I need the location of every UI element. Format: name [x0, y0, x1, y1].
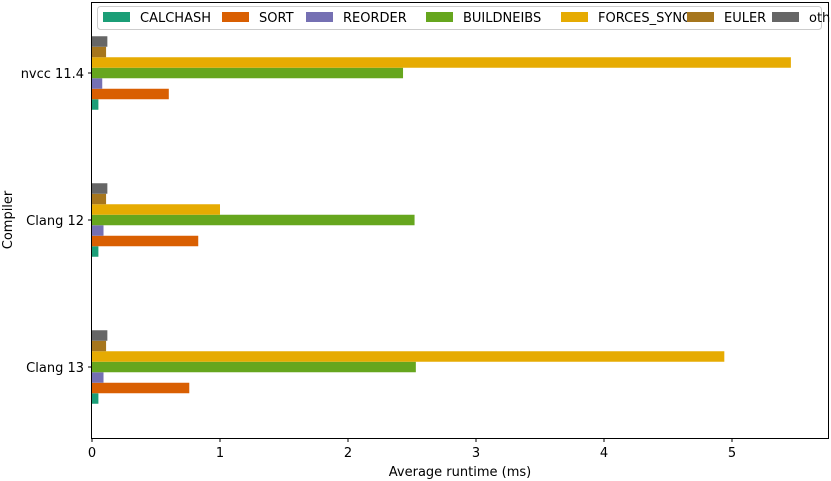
- bar-euler-2: [92, 340, 107, 352]
- bar-reorder-0: [92, 78, 103, 89]
- bar-reorder-2: [92, 372, 104, 383]
- x-tick-label: 3: [472, 446, 480, 461]
- bar-forces-sync-1: [92, 204, 220, 215]
- legend-label: FORCES_SYNC: [598, 11, 691, 26]
- legend-label: REORDER: [343, 11, 407, 26]
- legend-label: BUILDNEIBS: [463, 11, 541, 26]
- legend-swatch: [687, 12, 714, 22]
- bars-layer: [92, 36, 791, 404]
- bar-other-1: [92, 183, 108, 194]
- legend-label: other: [809, 11, 831, 26]
- legend-label: CALCHASH: [140, 11, 211, 26]
- x-ticks: 0 1 2 3 4 5: [88, 438, 736, 461]
- bar-forces-sync-0: [92, 57, 791, 68]
- bar-euler-0: [92, 46, 107, 58]
- legend-swatch: [772, 12, 799, 22]
- legend-box: [97, 6, 822, 30]
- bar-buildneibs-0: [92, 67, 404, 79]
- legend-label: SORT: [259, 11, 294, 26]
- bar-buildneibs-1: [92, 214, 415, 226]
- legend-label: EULER: [724, 11, 766, 26]
- y-tick-label: Clang 12: [26, 214, 84, 229]
- bar-calchash-2: [92, 393, 99, 404]
- bar-buildneibs-2: [92, 361, 416, 373]
- legend-swatch: [103, 12, 130, 22]
- legend-swatch: [306, 12, 333, 22]
- legend-swatch: [561, 12, 588, 22]
- bar-calchash-0: [92, 99, 99, 110]
- x-tick-label: 5: [728, 446, 736, 461]
- bar-calchash-1: [92, 246, 99, 257]
- x-axis-label: Average runtime (ms): [389, 465, 531, 480]
- legend: CALCHASH SORT REORDER BUILDNEIBS FORCES_SYNC…: [97, 6, 831, 30]
- bar-reorder-1: [92, 225, 104, 236]
- x-tick-label: 1: [216, 446, 224, 461]
- x-tick-label: 0: [88, 446, 96, 461]
- x-tick-label: 4: [600, 446, 608, 461]
- y-ticks: nvcc 11.4 Clang 12 Clang 13: [21, 67, 92, 376]
- bar-sort-0: [92, 88, 169, 100]
- y-tick-label: nvcc 11.4: [21, 67, 84, 82]
- bar-euler-1: [92, 193, 107, 205]
- y-tick-label: Clang 13: [26, 361, 84, 376]
- bar-sort-1: [92, 235, 199, 247]
- legend-swatch: [426, 12, 453, 22]
- bar-sort-2: [92, 382, 190, 394]
- y-axis-label: Compiler: [1, 190, 16, 249]
- bar-other-2: [92, 330, 108, 341]
- x-tick-label: 2: [344, 446, 352, 461]
- bar-forces-sync-2: [92, 351, 725, 362]
- legend-swatch: [222, 12, 249, 22]
- bar-other-0: [92, 36, 108, 47]
